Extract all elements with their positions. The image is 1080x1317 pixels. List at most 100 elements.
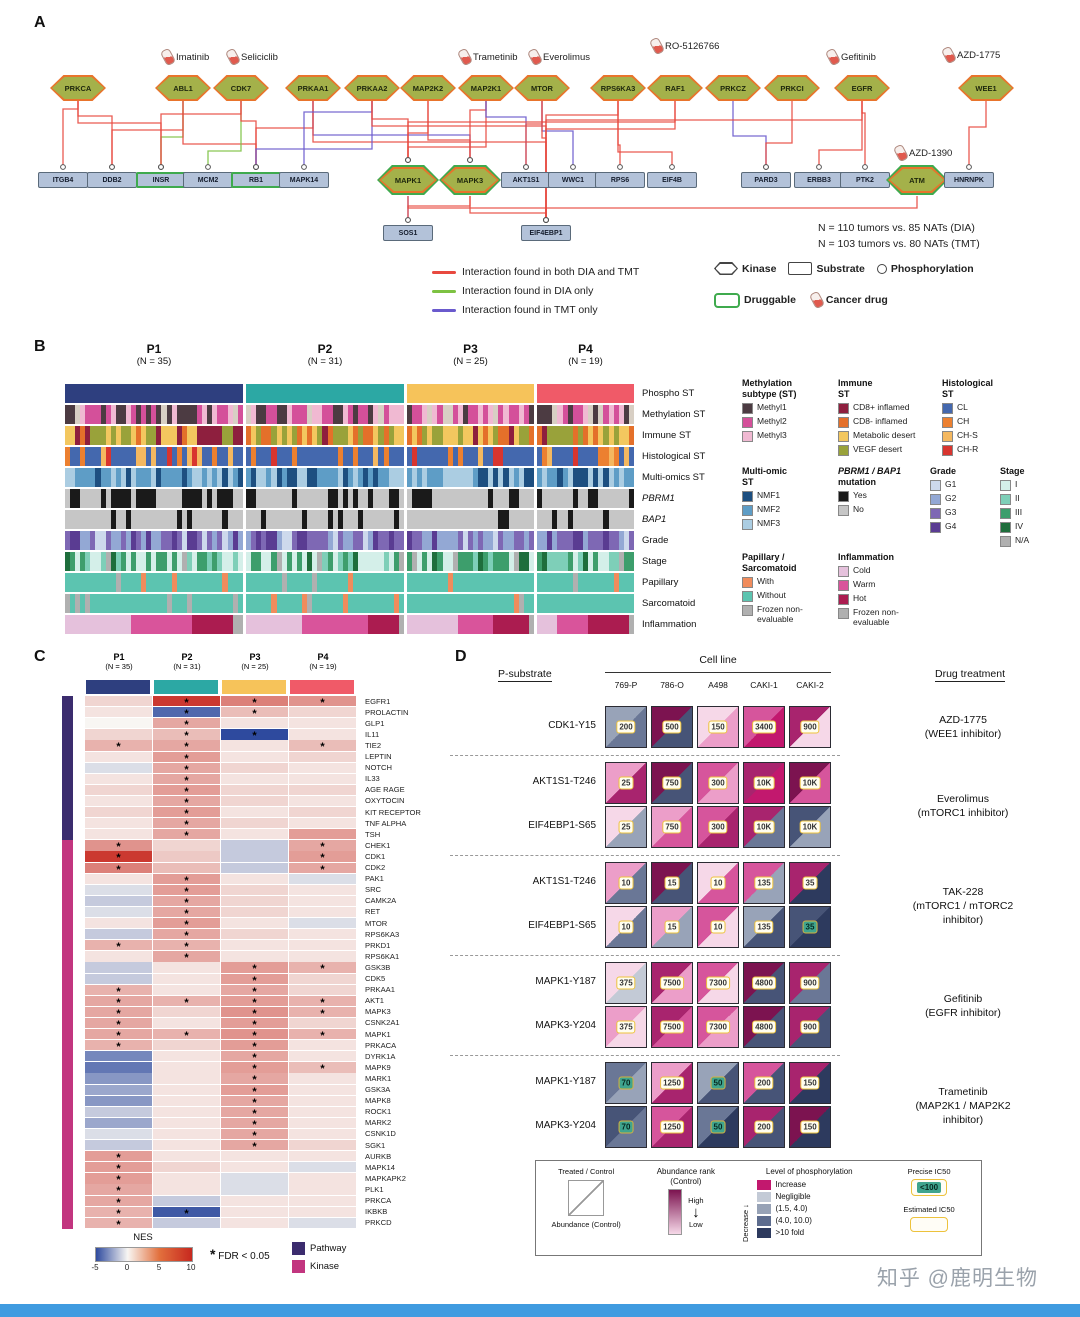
ann-cell	[146, 489, 152, 508]
nes-cell	[85, 762, 152, 773]
phospho-level-label: >10 fold	[775, 1228, 805, 1237]
ann-cell	[618, 468, 624, 487]
ann-cell	[197, 384, 203, 403]
group-header-P1: P1 (N = 35)	[65, 342, 243, 374]
ann-cell	[291, 552, 297, 571]
ann-cell	[437, 405, 443, 424]
ann-cell	[296, 594, 303, 613]
phosphorylation-circle	[301, 164, 307, 170]
ann-cell	[332, 552, 338, 571]
nes-cell	[289, 1173, 356, 1184]
ann-cell	[65, 552, 71, 571]
nes-row-label: MARK2	[365, 1118, 392, 1128]
ann-cell	[422, 489, 428, 508]
ann-cell	[557, 468, 563, 487]
legend-swatch	[838, 566, 849, 577]
ann-cell	[156, 426, 162, 445]
ann-cell	[70, 447, 76, 466]
ann-cell	[246, 447, 252, 466]
ann-cell	[100, 615, 106, 634]
significance-star: *	[116, 1041, 121, 1054]
ann-cell	[588, 531, 594, 550]
rank-high-label: High	[688, 1195, 704, 1205]
ann-cell	[537, 510, 543, 529]
ann-cell	[281, 510, 287, 529]
ann-cell	[582, 447, 589, 466]
drug-response-cell: 750	[651, 806, 693, 848]
significance-star: *	[184, 808, 189, 820]
ic50-badge: 10	[710, 920, 726, 934]
ann-cell	[222, 552, 228, 571]
nes-row-label: AKT1	[365, 996, 384, 1006]
ann-cell	[588, 489, 594, 508]
ann-cell	[65, 615, 71, 634]
ann-cell	[557, 615, 563, 634]
annotation-row-7-group-0	[65, 531, 243, 550]
ann-cell	[251, 510, 257, 529]
nes-cell	[153, 1040, 220, 1051]
ann-cell	[552, 615, 558, 634]
ann-cell	[518, 531, 524, 550]
nes-cell: *	[221, 1073, 288, 1086]
ann-cell	[65, 594, 71, 613]
ann-cell	[493, 573, 499, 592]
ann-cell	[100, 405, 106, 424]
ann-cell	[623, 489, 629, 508]
ann-cell	[557, 447, 563, 466]
legend-swatch	[942, 403, 953, 414]
nes-col-header-P3: P3 (N = 25)	[221, 652, 289, 682]
nes-cell: *	[153, 995, 220, 1009]
nes-cell: *	[221, 1062, 288, 1075]
ann-cell	[166, 531, 172, 550]
nes-row-label: CHEK1	[365, 840, 391, 850]
significance-star: *	[184, 1030, 189, 1042]
ann-cell	[457, 384, 463, 403]
ann-cell	[623, 573, 629, 592]
ann-cell	[383, 447, 389, 466]
legend-group-multiomic: Multi-omic ST NMF1 NMF2 NMF3	[742, 466, 834, 530]
ann-cell	[136, 594, 142, 613]
drug-response-cell: 375	[605, 1006, 647, 1048]
ann-cell	[628, 552, 634, 571]
ann-cell	[523, 447, 529, 466]
ann-cell	[393, 573, 399, 592]
ann-cell	[567, 510, 573, 529]
ann-cell	[462, 552, 468, 571]
ann-cell	[412, 552, 418, 571]
ann-cell	[603, 552, 609, 571]
nes-cell	[289, 951, 356, 962]
ann-cell	[217, 447, 223, 466]
ann-cell	[232, 447, 238, 466]
substrate-node: EIF4EBP1	[521, 225, 571, 241]
ann-cell	[493, 468, 499, 487]
nes-cell	[153, 851, 220, 862]
ann-cell	[552, 531, 558, 550]
ann-cell	[628, 489, 634, 508]
ann-cell	[232, 531, 238, 550]
substrate-node: AKT1S1	[501, 172, 551, 188]
cell-line-label: 769-P	[614, 680, 638, 690]
ann-cell	[593, 510, 599, 529]
nes-cell	[153, 1051, 220, 1062]
group-n: (N = 19)	[568, 356, 603, 367]
ann-cell	[191, 489, 198, 508]
nes-cell	[289, 1128, 356, 1140]
annotation-row-label: Methylation ST	[642, 409, 706, 420]
ann-cell	[161, 426, 167, 445]
ann-cell	[547, 489, 553, 508]
ann-cell	[483, 552, 489, 571]
ann-cell	[100, 447, 106, 466]
ann-cell	[582, 468, 589, 487]
group-separator	[450, 855, 840, 856]
drug-response-cell: 150	[789, 1106, 831, 1148]
ann-cell	[291, 573, 297, 592]
ann-cell	[373, 615, 379, 634]
ann-cell	[488, 510, 494, 529]
phospho-title: Level of phosphorylation	[765, 1167, 853, 1176]
nes-cell	[221, 1206, 288, 1217]
nes-cell: *	[289, 851, 356, 864]
ann-cell	[327, 594, 333, 613]
ann-cell	[276, 447, 282, 466]
ann-cell	[95, 468, 101, 487]
ic50-badge: 900	[800, 720, 820, 734]
